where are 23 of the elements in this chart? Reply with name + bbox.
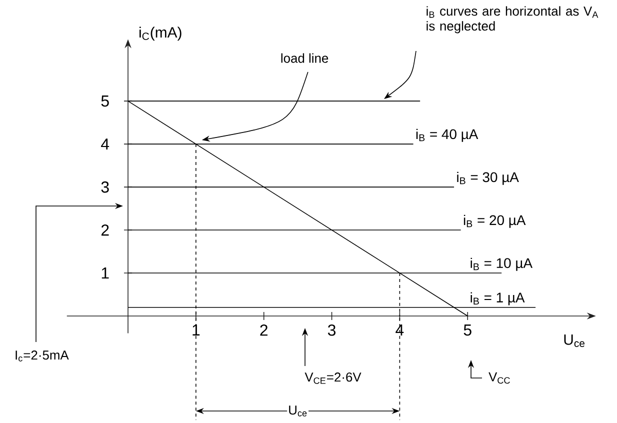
x-tick-label: 5 bbox=[464, 324, 472, 336]
series-label: i$_{B}$ = 10 µA bbox=[470, 258, 533, 271]
series-label: i$_{B}$ = 30 µA bbox=[457, 172, 519, 185]
y-tick-label: 2 bbox=[101, 224, 109, 236]
text: V$_{CC}$ bbox=[488, 372, 510, 384]
series-label: i$_{B}$ = 1 µA bbox=[470, 292, 525, 306]
text: V$_{CE}$=2·6V bbox=[304, 372, 362, 384]
x-tick-label: 3 bbox=[328, 324, 336, 336]
y-tick-label: 4 bbox=[101, 138, 110, 150]
y-tick-label: 1 bbox=[102, 268, 109, 278]
y-axis-title: i$_{C}$(mA) bbox=[140, 26, 182, 41]
text: i$_{B}$ curves are horizontal as V$_{A}$ is neglected bbox=[426, 6, 598, 34]
x-axis-title: U$_{ce}$ bbox=[564, 334, 584, 348]
text: I$_{c}$=2·5mA bbox=[16, 350, 69, 362]
x-tick-label: 4 bbox=[396, 324, 404, 336]
annotation: load line bbox=[281, 53, 328, 63]
x-tick-label: 2 bbox=[260, 324, 268, 336]
y-tick-label: 5 bbox=[101, 96, 109, 107]
series-label: i$_{B}$ = 20 µA bbox=[464, 214, 526, 228]
x-tick-label: 1 bbox=[192, 324, 200, 336]
series-label: i$_{B}$ = 40 µA bbox=[416, 128, 478, 142]
text: U$_{ce}$ bbox=[289, 406, 307, 416]
y-tick-label: 3 bbox=[101, 181, 109, 193]
